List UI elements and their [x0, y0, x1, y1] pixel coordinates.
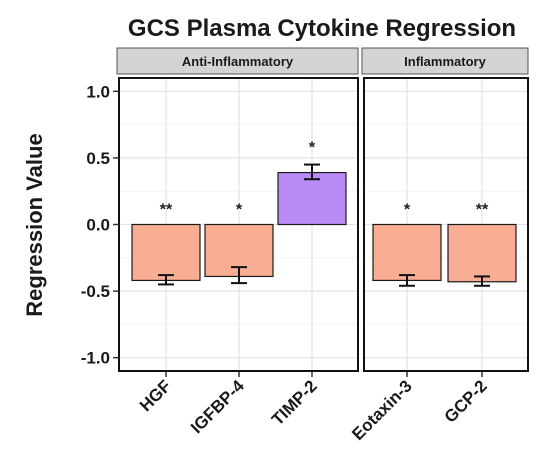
significance-gcp-2: **	[476, 202, 489, 219]
facet-label-anti-inflammatory: Anti-Inflammatory	[182, 54, 294, 69]
bar-gcp-2	[447, 223, 517, 283]
y-tick-label: 0.0	[86, 216, 110, 235]
error-bar-eotaxin-3	[399, 274, 415, 287]
significance-timp-2: *	[309, 140, 316, 157]
error-bar-igfbp-4	[231, 266, 247, 285]
chart-title: GCS Plasma Cytokine Regression	[128, 15, 516, 42]
error-bar-timp-2	[304, 163, 320, 181]
error-bar-gcp-2	[474, 275, 490, 287]
bar-hgf	[131, 223, 201, 282]
error-bar-hgf	[158, 274, 174, 286]
bar-eotaxin-3	[372, 223, 442, 282]
y-axis: 1.0 0.5 0.0 -0.5 -1.0	[81, 82, 119, 368]
x-tick-label-gcp-2: GCP-2	[441, 376, 491, 426]
significance-eotaxin-3: *	[404, 202, 411, 219]
significance-hgf: **	[160, 202, 173, 219]
x-axis-labels: HGF IGFBP-4 TIMP-2 Eotaxin-3 GCP-2	[136, 372, 491, 444]
facet-panel-inflammatory: Inflammatory * **	[361, 47, 529, 372]
y-tick-label: 0.5	[86, 149, 110, 168]
y-tick-label: 1.0	[86, 82, 110, 101]
bar-timp-2	[277, 171, 347, 226]
y-axis-title: Regression Value	[22, 133, 47, 316]
x-tick-label-timp-2: TIMP-2	[268, 376, 321, 429]
significance-igfbp-4: *	[236, 202, 243, 219]
x-tick-label-eotaxin-3: Eotaxin-3	[348, 376, 416, 444]
facet-panel-anti-inflammatory: Anti-Inflammatory ** **	[116, 47, 359, 372]
x-tick-label-hgf: HGF	[136, 376, 175, 415]
y-tick-label: -1.0	[81, 349, 110, 368]
facet-label-inflammatory: Inflammatory	[404, 54, 486, 69]
y-tick-label: -0.5	[81, 282, 110, 301]
x-tick-label-igfbp-4: IGFBP-4	[187, 376, 248, 437]
